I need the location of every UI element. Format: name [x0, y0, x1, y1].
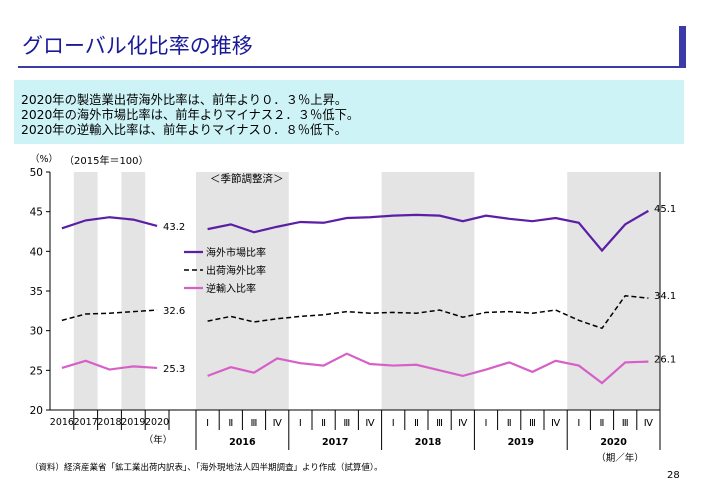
base-year-note: （2015年＝100）	[64, 154, 149, 167]
y-unit-label: （%）	[30, 153, 58, 165]
legend-label: 出荷海外比率	[206, 264, 266, 277]
annual-end-data-label: 32.6	[163, 306, 185, 317]
x-tick-label-quarter: Ⅲ	[251, 418, 258, 429]
x-tick-label-quarter: Ⅰ	[299, 418, 302, 429]
series-line-quarterly	[207, 294, 649, 330]
y-tick-label: 45	[30, 207, 43, 219]
x-tick-label-quarter: Ⅲ	[343, 418, 350, 429]
quarterly-end-data-label: 34.1	[654, 291, 676, 302]
x-tick-label-year: 2017	[74, 417, 98, 428]
series-line-annual	[61, 359, 158, 371]
x-tick-label-quarter: Ⅰ	[577, 418, 580, 429]
x-tick-label-year: 2016	[50, 417, 74, 428]
x-tick-label-quarter: Ⅳ	[365, 418, 375, 429]
annual-end-data-label: 25.3	[163, 364, 185, 375]
year-shade-band	[567, 172, 660, 410]
year-shade-band	[381, 172, 475, 410]
year-shade-band	[121, 172, 146, 410]
x-tick-label-quarter: Ⅰ	[392, 418, 395, 429]
source-footnote: （資料）経済産業省「鉱工業出荷内訳表」、「海外現地法人四半期調査」より作成（試算…	[30, 463, 383, 473]
x-tick-label-year: 2020	[145, 417, 169, 428]
x-tick-label-quarter: Ⅱ	[414, 418, 419, 429]
y-tick-label: 50	[30, 167, 43, 179]
y-tick-label: 25	[30, 365, 43, 377]
x-tick-label-quarter: Ⅲ	[622, 418, 629, 429]
series-line-quarterly	[207, 352, 649, 385]
seasonal-adjustment-note: ＜季節調整済＞	[210, 172, 284, 185]
year-shade-band	[73, 172, 98, 410]
x-year-group-label: 2018	[415, 437, 442, 448]
y-tick-label: 35	[30, 286, 43, 298]
page-number: 28	[667, 470, 680, 481]
title-bar: グローバル化比率の推移	[18, 26, 686, 68]
y-tick-label: 30	[30, 326, 43, 338]
x-year-group-label: 2020	[600, 437, 627, 448]
series-line-annual	[61, 309, 158, 322]
x-tick-label-quarter: Ⅰ	[485, 418, 488, 429]
legend-label: 海外市場比率	[206, 246, 266, 259]
x-tick-label-quarter: Ⅱ	[228, 418, 233, 429]
x-year-group-label: 2017	[322, 437, 348, 448]
series-line-quarterly	[207, 209, 649, 253]
x-year-group-label: 2019	[508, 437, 534, 448]
x-tick-label-quarter: Ⅱ	[507, 418, 512, 429]
summary-line-2: 2020年の海外市場比率は、前年よりマイナス２．３％低下。	[21, 108, 360, 122]
title-accent	[679, 26, 686, 68]
x-tick-label-quarter: Ⅰ	[206, 418, 209, 429]
x-tick-label-quarter: Ⅳ	[644, 418, 654, 429]
summary-line-1: 2020年の製造業出荷海外比率は、前年より０．３％上昇。	[21, 93, 348, 107]
x-tick-label-quarter: Ⅲ	[529, 418, 536, 429]
x-tick-label-quarter: Ⅲ	[436, 418, 443, 429]
summary-box: 2020年の製造業出荷海外比率は、前年より０．３％上昇。 2020年の海外市場比…	[14, 80, 684, 144]
x-tick-label-quarter: Ⅳ	[273, 418, 283, 429]
quarterly-x-axis-label: （期／年）	[596, 452, 644, 464]
summary-line-3: 2020年の逆輸入比率は、前年よりマイナス０．８％低下。	[21, 123, 347, 137]
annual-end-data-label: 43.2	[163, 222, 185, 233]
x-year-group-label: 2016	[229, 437, 256, 448]
quarterly-end-data-label: 26.1	[654, 355, 676, 366]
annual-x-axis-label: （年）	[144, 434, 173, 446]
x-tick-label-quarter: Ⅱ	[321, 418, 326, 429]
y-tick-label: 40	[30, 246, 43, 258]
legend-label: 逆輸入比率	[206, 282, 256, 295]
series-line-annual	[61, 216, 158, 230]
x-tick-label-quarter: Ⅳ	[458, 418, 468, 429]
quarterly-end-data-label: 45.1	[654, 204, 676, 215]
x-tick-label-year: 2018	[97, 417, 121, 428]
y-tick-label: 20	[30, 405, 43, 417]
page-title: グローバル化比率の推移	[22, 34, 253, 58]
x-tick-label-quarter: Ⅱ	[600, 418, 605, 429]
x-tick-label-quarter: Ⅳ	[551, 418, 561, 429]
x-tick-label-year: 2019	[121, 417, 145, 428]
